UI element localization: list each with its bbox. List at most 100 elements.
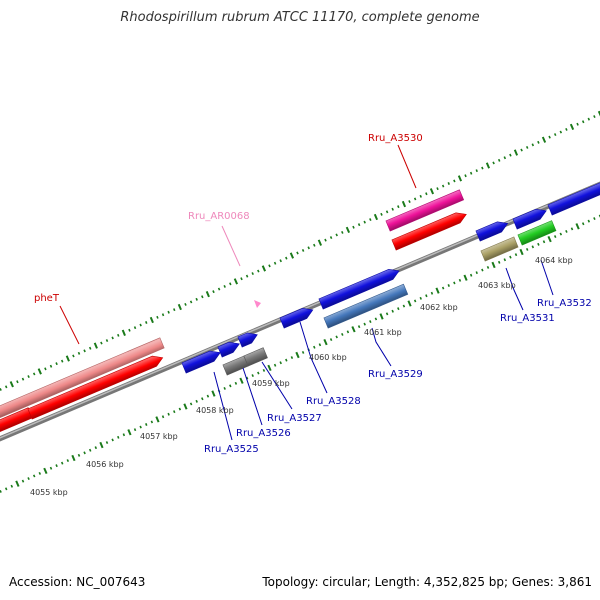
minor-tick bbox=[447, 284, 450, 287]
minor-tick bbox=[464, 174, 467, 178]
major-tick bbox=[183, 403, 188, 410]
gene-feature-Rru_A3527[interactable] bbox=[237, 332, 258, 348]
gene-label-Rru_AR0068[interactable]: Rru_AR0068 bbox=[188, 211, 250, 222]
major-tick bbox=[597, 110, 600, 117]
minor-tick bbox=[486, 265, 490, 269]
gene-feature-Rru_AR0068[interactable] bbox=[254, 300, 261, 308]
minor-tick bbox=[279, 259, 282, 263]
minor-tick bbox=[402, 304, 406, 308]
minor-tick bbox=[436, 187, 439, 191]
minor-tick bbox=[531, 245, 535, 249]
gene-label-Rru_A3529[interactable]: Rru_A3529 bbox=[368, 369, 423, 380]
pheT-cds-feature-2[interactable] bbox=[27, 355, 164, 420]
gene-feature-Rru_A3531-b[interactable] bbox=[480, 236, 519, 262]
minor-tick bbox=[520, 148, 523, 152]
major-tick bbox=[401, 200, 407, 208]
kbp-label: 4063 kbp bbox=[478, 281, 516, 290]
pointer-Rru_A3527 bbox=[261, 361, 293, 410]
minor-tick bbox=[139, 425, 142, 429]
minor-tick bbox=[525, 145, 529, 149]
minor-tick bbox=[111, 438, 114, 442]
minor-tick bbox=[72, 354, 75, 358]
major-tick bbox=[205, 291, 210, 298]
minor-tick bbox=[133, 326, 137, 330]
minor-tick bbox=[447, 182, 450, 185]
gene-label-Rru_A3532[interactable]: Rru_A3532 bbox=[537, 298, 592, 309]
major-tick bbox=[295, 351, 300, 359]
minor-tick bbox=[453, 281, 456, 285]
gene-label-Rru_A3525[interactable]: Rru_A3525 bbox=[204, 444, 259, 455]
minor-tick bbox=[413, 299, 417, 303]
minor-tick bbox=[559, 130, 563, 134]
minor-tick bbox=[139, 323, 142, 327]
gene-feature-Rru_A3526[interactable] bbox=[217, 341, 240, 358]
minor-tick bbox=[335, 233, 338, 237]
gene-feature-Rru_A3525[interactable] bbox=[181, 350, 221, 374]
pheT-feature[interactable] bbox=[0, 337, 165, 423]
major-tick bbox=[547, 236, 552, 243]
minor-tick bbox=[385, 312, 389, 316]
gene-label-Rru_A3527[interactable]: Rru_A3527 bbox=[267, 413, 322, 424]
minor-tick bbox=[251, 374, 254, 378]
minor-tick bbox=[559, 232, 563, 236]
major-tick bbox=[575, 223, 580, 230]
minor-tick bbox=[55, 464, 58, 468]
pointer-Rru_A3525 bbox=[213, 371, 233, 441]
minor-tick bbox=[105, 441, 109, 445]
minor-tick bbox=[245, 274, 249, 278]
gene-feature-Rru_A3530-cds[interactable] bbox=[391, 212, 467, 251]
minor-tick bbox=[88, 448, 92, 452]
major-tick bbox=[513, 149, 519, 156]
gene-label-Rru_A3531[interactable]: Rru_A3531 bbox=[500, 313, 555, 324]
kbp-label: 4059 kbp bbox=[252, 379, 290, 388]
minor-tick bbox=[195, 399, 198, 403]
minor-tick bbox=[49, 364, 53, 368]
minor-tick bbox=[273, 363, 277, 367]
inner-tick-track bbox=[0, 214, 600, 493]
minor-tick bbox=[44, 367, 47, 371]
major-tick bbox=[211, 390, 216, 397]
pointer-pheT bbox=[59, 305, 80, 345]
gene-feature-Rru_A3529[interactable] bbox=[318, 268, 400, 310]
minor-tick bbox=[49, 466, 53, 470]
minor-tick bbox=[469, 171, 473, 175]
gene-feature-next[interactable] bbox=[547, 182, 600, 216]
gene-feature-Rru_A3531[interactable] bbox=[475, 221, 509, 242]
minor-tick bbox=[4, 487, 8, 491]
gene-label-Rru_A3528[interactable]: Rru_A3528 bbox=[306, 396, 361, 407]
minor-tick bbox=[27, 375, 30, 379]
major-tick bbox=[435, 287, 440, 294]
minor-tick bbox=[55, 362, 58, 366]
gene-label-Rru_A3530[interactable]: Rru_A3530 bbox=[368, 133, 423, 144]
minor-tick bbox=[397, 307, 400, 311]
minor-tick bbox=[229, 384, 232, 388]
minor-tick bbox=[184, 302, 187, 306]
gene-feature-Rru_A3528[interactable] bbox=[279, 307, 314, 329]
minor-tick bbox=[391, 207, 394, 211]
minor-tick bbox=[537, 242, 540, 246]
minor-tick bbox=[257, 371, 260, 375]
pointer-Rru_A3531 bbox=[505, 267, 524, 311]
minor-tick bbox=[111, 336, 114, 340]
gene-feature-Rru_A3527-b[interactable] bbox=[243, 347, 268, 367]
gene-label-pheT[interactable]: pheT bbox=[34, 293, 60, 304]
gene-label-Rru_A3526[interactable]: Rru_A3526 bbox=[236, 428, 291, 439]
minor-tick bbox=[318, 343, 322, 347]
minor-tick bbox=[173, 410, 176, 414]
gene-feature-Rru_A3530[interactable] bbox=[385, 189, 465, 232]
gene-feature-Rru_A3532-b[interactable] bbox=[517, 220, 557, 246]
gene-feature-Rru_A3532[interactable] bbox=[512, 208, 547, 230]
major-tick bbox=[323, 339, 328, 346]
kbp-label: 4056 kbp bbox=[86, 460, 124, 469]
major-tick bbox=[155, 416, 160, 423]
feature-layer bbox=[0, 182, 600, 432]
minor-tick bbox=[117, 333, 120, 337]
minor-tick bbox=[161, 313, 165, 317]
minor-tick bbox=[408, 200, 411, 204]
minor-tick bbox=[60, 461, 64, 465]
minor-tick bbox=[475, 169, 478, 173]
major-tick bbox=[65, 355, 70, 362]
major-tick bbox=[93, 342, 98, 349]
gene-feature-Rru_A3529-b[interactable] bbox=[323, 283, 409, 329]
